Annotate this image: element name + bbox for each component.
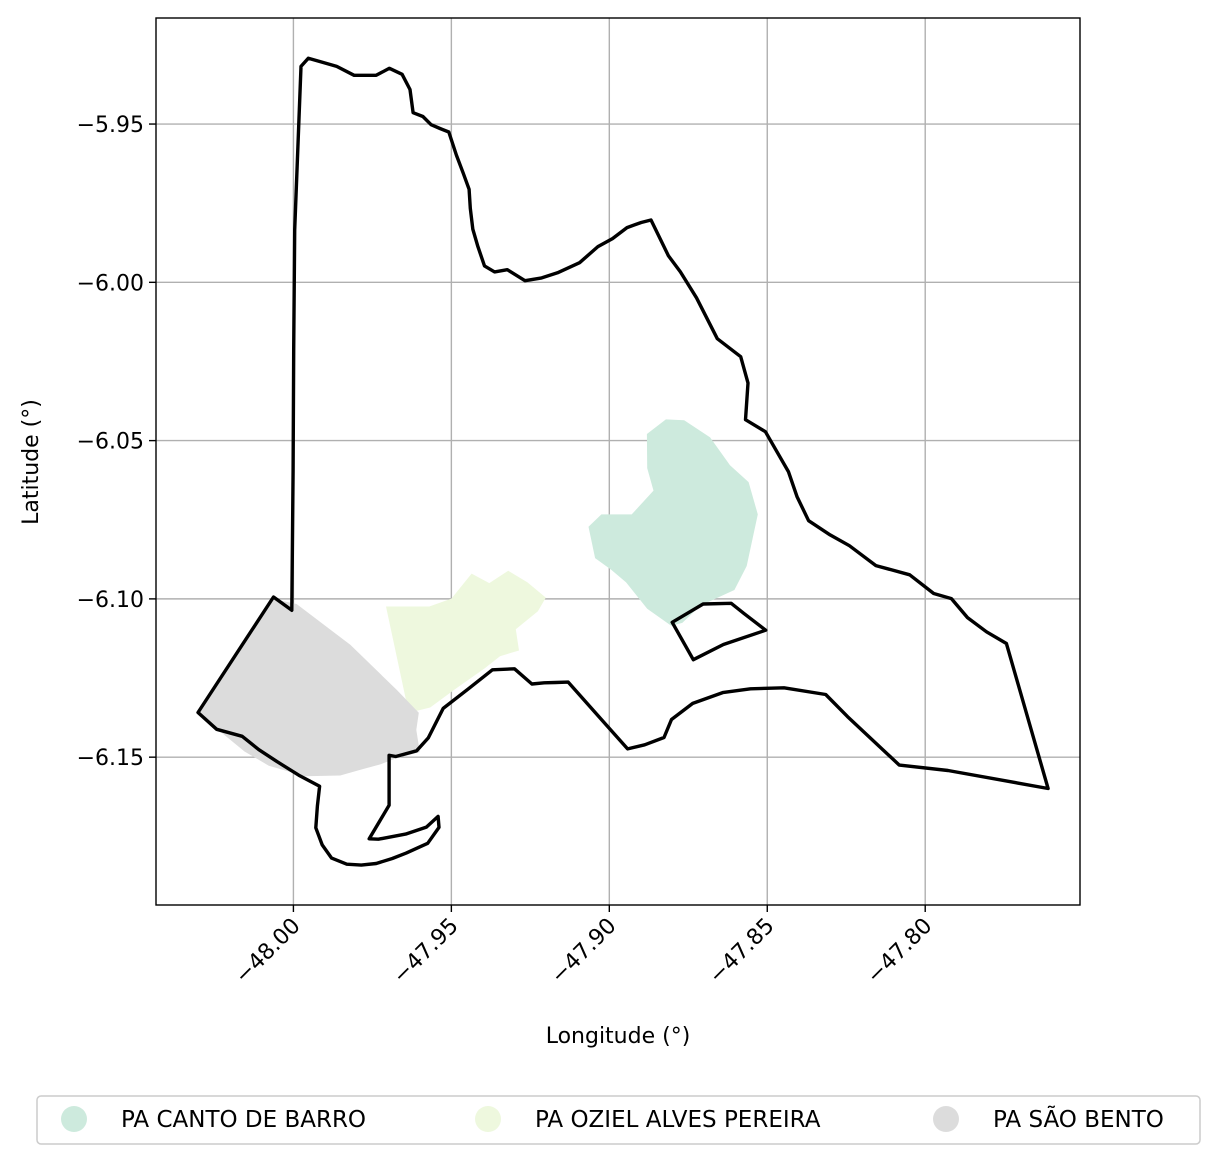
- legend-marker-oziel-alves-pereira: [475, 1106, 501, 1132]
- y-tick-label: −6.10: [77, 588, 144, 613]
- legend-marker-canto-de-barro: [61, 1106, 87, 1132]
- legend-label-sao-bento: PA SÃO BENTO: [993, 1105, 1164, 1133]
- legend-label-canto-de-barro: PA CANTO DE BARRO: [121, 1107, 366, 1133]
- legend: PA CANTO DE BARRO PA OZIEL ALVES PEREIRA…: [37, 1096, 1200, 1144]
- x-axis-title: Longitude (°): [546, 1024, 691, 1049]
- y-tick-label: −5.95: [77, 113, 144, 138]
- y-tick-label: −6.00: [77, 271, 144, 296]
- legend-label-oziel-alves-pereira: PA OZIEL ALVES PEREIRA: [535, 1107, 821, 1133]
- y-tick-label: −6.15: [77, 746, 144, 771]
- y-axis-title: Latitude (°): [19, 399, 44, 525]
- plot-area: [156, 18, 1080, 905]
- y-tick-label: −6.05: [77, 430, 144, 455]
- legend-marker-sao-bento: [933, 1106, 959, 1132]
